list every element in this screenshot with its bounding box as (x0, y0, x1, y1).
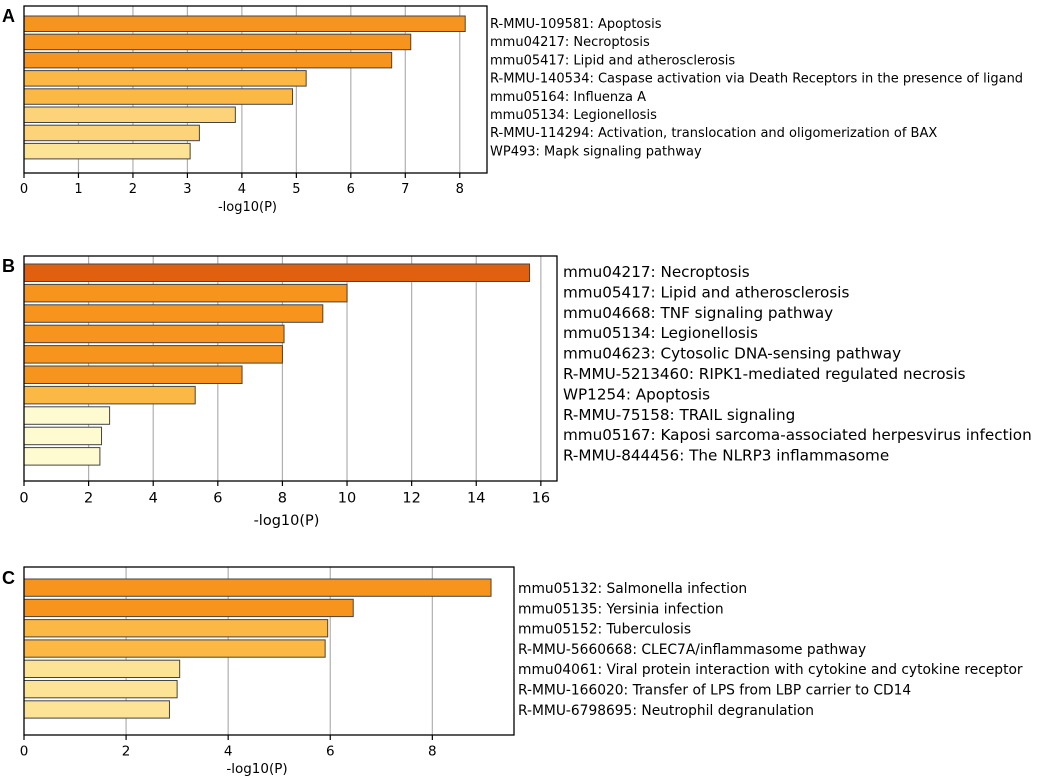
bar (23, 619, 329, 638)
category-label: mmu05167: Kaposi sarcoma-associated herp… (563, 426, 1032, 444)
category-label: R-MMU-114294: Activation, translocation … (490, 126, 937, 141)
bar (23, 124, 200, 142)
bar (23, 598, 354, 618)
category-label: mmu05417: Lipid and atherosclerosis (490, 53, 735, 68)
bar (23, 51, 393, 69)
x-axis-label: -log10(P) (218, 200, 277, 215)
bar (23, 142, 191, 160)
x-tick-label: 0 (20, 182, 28, 197)
category-label: R-MMU-844456: The NLRP3 inflammasome (563, 447, 889, 465)
plot-frame (23, 5, 488, 174)
bar (23, 659, 181, 679)
x-tick-label: 14 (467, 491, 485, 507)
bar (23, 385, 196, 405)
category-label: R-MMU-5213460: RIPK1-mediated regulated … (563, 365, 966, 383)
category-label: R-MMU-6798695: Neutrophil degranulation (518, 703, 814, 719)
bar (23, 578, 492, 597)
x-tick-label: 10 (338, 491, 356, 507)
category-label: mmu05134: Legionellosis (563, 324, 758, 342)
x-tick-label: 4 (149, 491, 158, 507)
x-tick-label: 2 (84, 491, 93, 507)
category-label: mmu05417: Lipid and atherosclerosis (563, 283, 849, 301)
panel-label: B (2, 256, 15, 276)
category-label: R-MMU-166020: Transfer of LPS from LBP c… (518, 683, 911, 699)
category-label: R-MMU-5660668: CLEC7A/inflammasome pathw… (518, 642, 866, 658)
x-tick-label: 0 (20, 744, 29, 760)
x-tick-label: 3 (183, 182, 191, 197)
bar (23, 700, 170, 719)
bar (23, 33, 412, 51)
x-tick-label: 8 (456, 182, 464, 197)
bar (23, 304, 324, 323)
plot-frame (23, 255, 558, 482)
bar (23, 263, 531, 282)
x-tick-label: 7 (401, 182, 409, 197)
panel-label: C (2, 568, 15, 588)
bar (23, 106, 236, 123)
bar (23, 639, 326, 658)
x-tick-label: 2 (129, 182, 137, 197)
x-tick-label: 8 (428, 744, 437, 760)
category-label: mmu05134: Legionellosis (490, 108, 657, 123)
category-label: mmu05164: Influenza A (490, 90, 646, 105)
category-label: mmu04217: Necroptosis (563, 263, 750, 281)
x-tick-label: 6 (326, 744, 335, 760)
category-label: R-MMU-140534: Caspase activation via Dea… (490, 72, 1023, 87)
bar (23, 345, 283, 364)
category-label: R-MMU-109581: Apoptosis (490, 17, 662, 32)
bar (23, 324, 285, 344)
x-tick-label: 8 (278, 491, 287, 507)
plot-frame (23, 566, 515, 736)
category-label: WP1254: Apoptosis (563, 385, 710, 403)
bar (23, 88, 294, 105)
x-axis-label: -log10(P) (254, 513, 320, 529)
category-label: mmu05152: Tuberculosis (518, 622, 691, 638)
x-tick-label: 0 (19, 491, 28, 507)
category-label: mmu05135: Yersinia infection (518, 601, 724, 617)
x-axis-label: -log10(P) (226, 761, 287, 777)
bar (23, 680, 178, 699)
category-label: mmu04623: Cytosolic DNA-sensing pathway (563, 345, 901, 363)
x-tick-label: 5 (292, 182, 300, 197)
bar (23, 406, 111, 425)
bar (23, 426, 103, 446)
bar (23, 447, 101, 466)
x-tick-label: 16 (532, 491, 550, 507)
category-label: WP493: Mapk signaling pathway (490, 144, 702, 159)
x-tick-label: 1 (74, 182, 82, 197)
x-tick-label: 4 (238, 182, 246, 197)
x-tick-label: 6 (213, 491, 222, 507)
x-tick-label: 4 (224, 744, 233, 760)
x-tick-label: 6 (347, 182, 355, 197)
category-label: mmu04061: Viral protein interaction with… (518, 662, 1023, 678)
panel-label: A (2, 6, 15, 26)
x-tick-label: 12 (402, 491, 420, 507)
bar (23, 283, 348, 303)
bar (23, 15, 466, 32)
category-label: R-MMU-75158: TRAIL signaling (563, 406, 795, 424)
category-label: mmu04217: Necroptosis (490, 35, 650, 50)
bar (23, 70, 307, 87)
x-tick-label: 2 (122, 744, 131, 760)
category-label: mmu05132: Salmonella infection (518, 581, 747, 597)
category-label: mmu04668: TNF signaling pathway (563, 304, 833, 322)
bar (23, 365, 243, 384)
